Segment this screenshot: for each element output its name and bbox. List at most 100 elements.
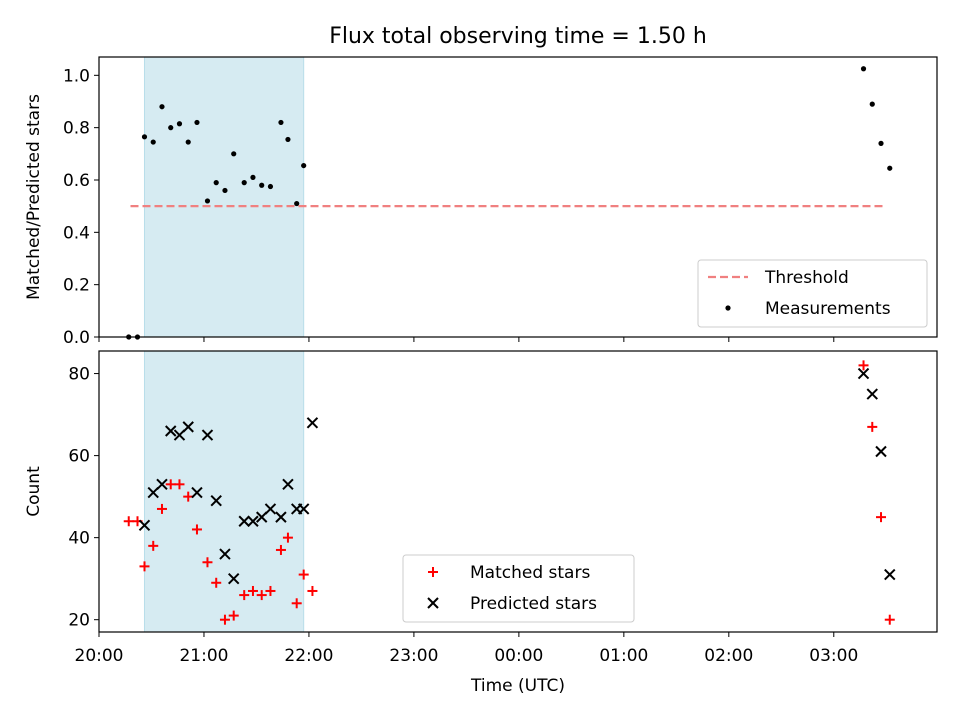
- y-tick-label: 0.2: [63, 276, 90, 296]
- measurement-point: [278, 119, 284, 126]
- predicted-stars-point: [875, 445, 887, 458]
- measurement-point: [860, 66, 867, 72]
- matched-stars-point: [228, 610, 239, 621]
- measurement-point: [250, 174, 256, 180]
- x-tick-label: 03:00: [809, 646, 858, 666]
- legend-box: [402, 554, 635, 623]
- y-tick-label: 0.0: [63, 328, 90, 348]
- x-tick-label: 20:00: [75, 646, 124, 666]
- measurement-point: [301, 162, 307, 169]
- predicted-stars-point: [275, 511, 287, 523]
- y-tick-label: 60: [68, 447, 90, 467]
- predicted-stars-point: [210, 495, 222, 507]
- predicted-stars-point: [282, 478, 294, 491]
- matched-stars-point: [165, 479, 176, 490]
- measurement-point: [241, 180, 247, 186]
- measurement-point: [285, 136, 291, 143]
- measurement-point: [213, 180, 219, 186]
- measurement-point: [878, 140, 884, 146]
- matched-stars-point: [202, 557, 213, 568]
- predicted-stars-point: [297, 503, 310, 515]
- legend-label: Predicted stars: [470, 594, 597, 614]
- predicted-stars-point: [866, 388, 878, 400]
- predicted-stars-point: [884, 568, 896, 581]
- legend: Matched stars Predicted stars: [402, 554, 635, 623]
- matched-stars-point: [123, 516, 134, 527]
- measurement-point: [194, 119, 200, 126]
- predicted-stars-point: [201, 429, 214, 441]
- predicted-stars-point: [857, 367, 870, 380]
- matched-stars-point: [291, 598, 302, 609]
- matched-stars-point: [275, 544, 286, 555]
- measurement-point: [887, 165, 893, 171]
- legend-marker: [427, 597, 439, 609]
- bottom-panel: 20 40 60 80 20:00 21:00 22:00 23:00 00:00 01:00 02…: [24, 350, 938, 696]
- predicted-stars-point: [238, 515, 250, 527]
- matched-stars-point: [265, 585, 276, 596]
- measurement-point: [267, 183, 274, 190]
- matched-stars-point: [148, 540, 159, 551]
- measurement-point: [259, 182, 265, 188]
- axes-frame: [98, 56, 938, 338]
- matched-stars-point: [174, 479, 185, 490]
- predicted-stars-point: [182, 421, 194, 433]
- measurement-point: [141, 134, 148, 140]
- matched-stars-point: [256, 590, 267, 601]
- x-tick-label: 21:00: [179, 646, 228, 666]
- predicted-stars-point: [173, 429, 186, 441]
- y-tick-label: 1.0: [63, 66, 90, 86]
- y-tick-label: 20: [68, 611, 90, 631]
- predicted-stars-point: [219, 548, 231, 560]
- measurement-point: [150, 139, 156, 145]
- y-axis-label: Matched/Predicted stars: [24, 94, 44, 300]
- matched-stars-point: [247, 585, 258, 596]
- matched-stars-point: [867, 421, 878, 432]
- matched-stars-point: [876, 512, 887, 523]
- predicted-stars-point: [247, 515, 259, 527]
- matched-stars-point: [139, 561, 150, 572]
- predicted-stars-point: [228, 572, 240, 585]
- matched-stars-point: [282, 532, 293, 543]
- y-tick-label: 80: [68, 365, 90, 385]
- legend-label: Matched stars: [470, 563, 590, 583]
- matched-stars-point: [858, 360, 869, 371]
- legend: Threshold Measurements: [697, 259, 928, 328]
- y-tick-label: 0.4: [63, 223, 90, 243]
- measurement-point: [185, 139, 191, 145]
- x-tick-label: 02:00: [704, 646, 753, 666]
- predicted-stars-point: [138, 519, 151, 532]
- matched-stars-point: [239, 590, 250, 601]
- measurement-point: [204, 198, 211, 204]
- x-tick-label: 22:00: [284, 646, 333, 666]
- matched-stars-point: [156, 503, 167, 514]
- predicted-stars-point: [191, 486, 203, 499]
- matched-stars-point: [191, 524, 202, 535]
- observing-window-span: [143, 350, 305, 633]
- legend-box: [697, 259, 928, 328]
- measurement-point: [222, 187, 228, 194]
- predicted-stars-point: [255, 511, 268, 523]
- x-tick-label: 00:00: [494, 646, 543, 666]
- matched-stars-point: [307, 585, 318, 596]
- y-tick-label: 40: [68, 529, 90, 549]
- legend-label: Measurements: [765, 299, 891, 319]
- predicted-stars-point: [147, 486, 159, 499]
- matched-stars-point: [211, 577, 222, 588]
- measurement-point: [176, 121, 183, 127]
- axes-frame: [98, 350, 938, 633]
- top-panel: 0.0 0.2 0.4 0.6 0.8 1.0 Matched/Predicted star…: [24, 56, 938, 348]
- chart-title: Flux total observing time = 1.50 h: [329, 24, 707, 49]
- matched-stars-point: [298, 569, 309, 580]
- x-axis-label: Time (UTC): [470, 676, 565, 696]
- predicted-stars-point: [264, 503, 277, 515]
- legend-label: Threshold: [764, 268, 849, 288]
- observing-window-span: [143, 56, 305, 338]
- measurement-point: [168, 125, 174, 131]
- matched-stars-point: [219, 614, 230, 625]
- legend-marker: [725, 305, 731, 311]
- y-axis-label: Count: [24, 466, 44, 517]
- y-tick-label: 0.6: [63, 171, 90, 191]
- measurement-point: [294, 200, 300, 207]
- predicted-stars-point: [306, 417, 319, 429]
